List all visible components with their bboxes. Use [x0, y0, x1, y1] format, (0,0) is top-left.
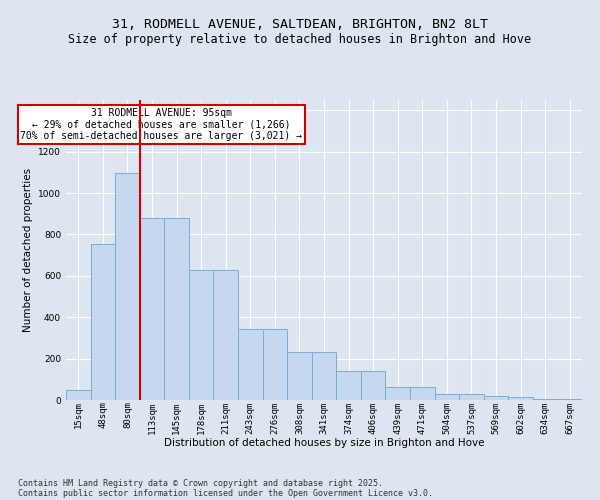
Bar	[287, 352, 312, 400]
Bar	[140, 218, 164, 400]
Bar	[91, 244, 115, 400]
X-axis label: Distribution of detached houses by size in Brighton and Hove: Distribution of detached houses by size …	[164, 438, 484, 448]
Bar	[214, 270, 238, 400]
Text: 31, RODMELL AVENUE, SALTDEAN, BRIGHTON, BN2 8LT: 31, RODMELL AVENUE, SALTDEAN, BRIGHTON, …	[112, 18, 488, 30]
Y-axis label: Number of detached properties: Number of detached properties	[23, 168, 32, 332]
Bar	[312, 352, 336, 400]
Bar	[533, 398, 557, 400]
Bar	[434, 394, 459, 400]
Bar	[66, 390, 91, 400]
Bar	[336, 371, 361, 400]
Bar	[115, 174, 140, 400]
Text: Contains HM Land Registry data © Crown copyright and database right 2025.: Contains HM Land Registry data © Crown c…	[18, 478, 383, 488]
Bar	[484, 396, 508, 400]
Bar	[164, 218, 189, 400]
Bar	[385, 386, 410, 400]
Text: 31 RODMELL AVENUE: 95sqm
← 29% of detached houses are smaller (1,266)
70% of sem: 31 RODMELL AVENUE: 95sqm ← 29% of detach…	[20, 108, 302, 140]
Bar	[557, 398, 582, 400]
Bar	[361, 371, 385, 400]
Text: Contains public sector information licensed under the Open Government Licence v3: Contains public sector information licen…	[18, 488, 433, 498]
Bar	[459, 394, 484, 400]
Bar	[263, 328, 287, 400]
Bar	[238, 328, 263, 400]
Bar	[410, 386, 434, 400]
Text: Size of property relative to detached houses in Brighton and Hove: Size of property relative to detached ho…	[68, 32, 532, 46]
Bar	[508, 398, 533, 400]
Bar	[189, 270, 214, 400]
